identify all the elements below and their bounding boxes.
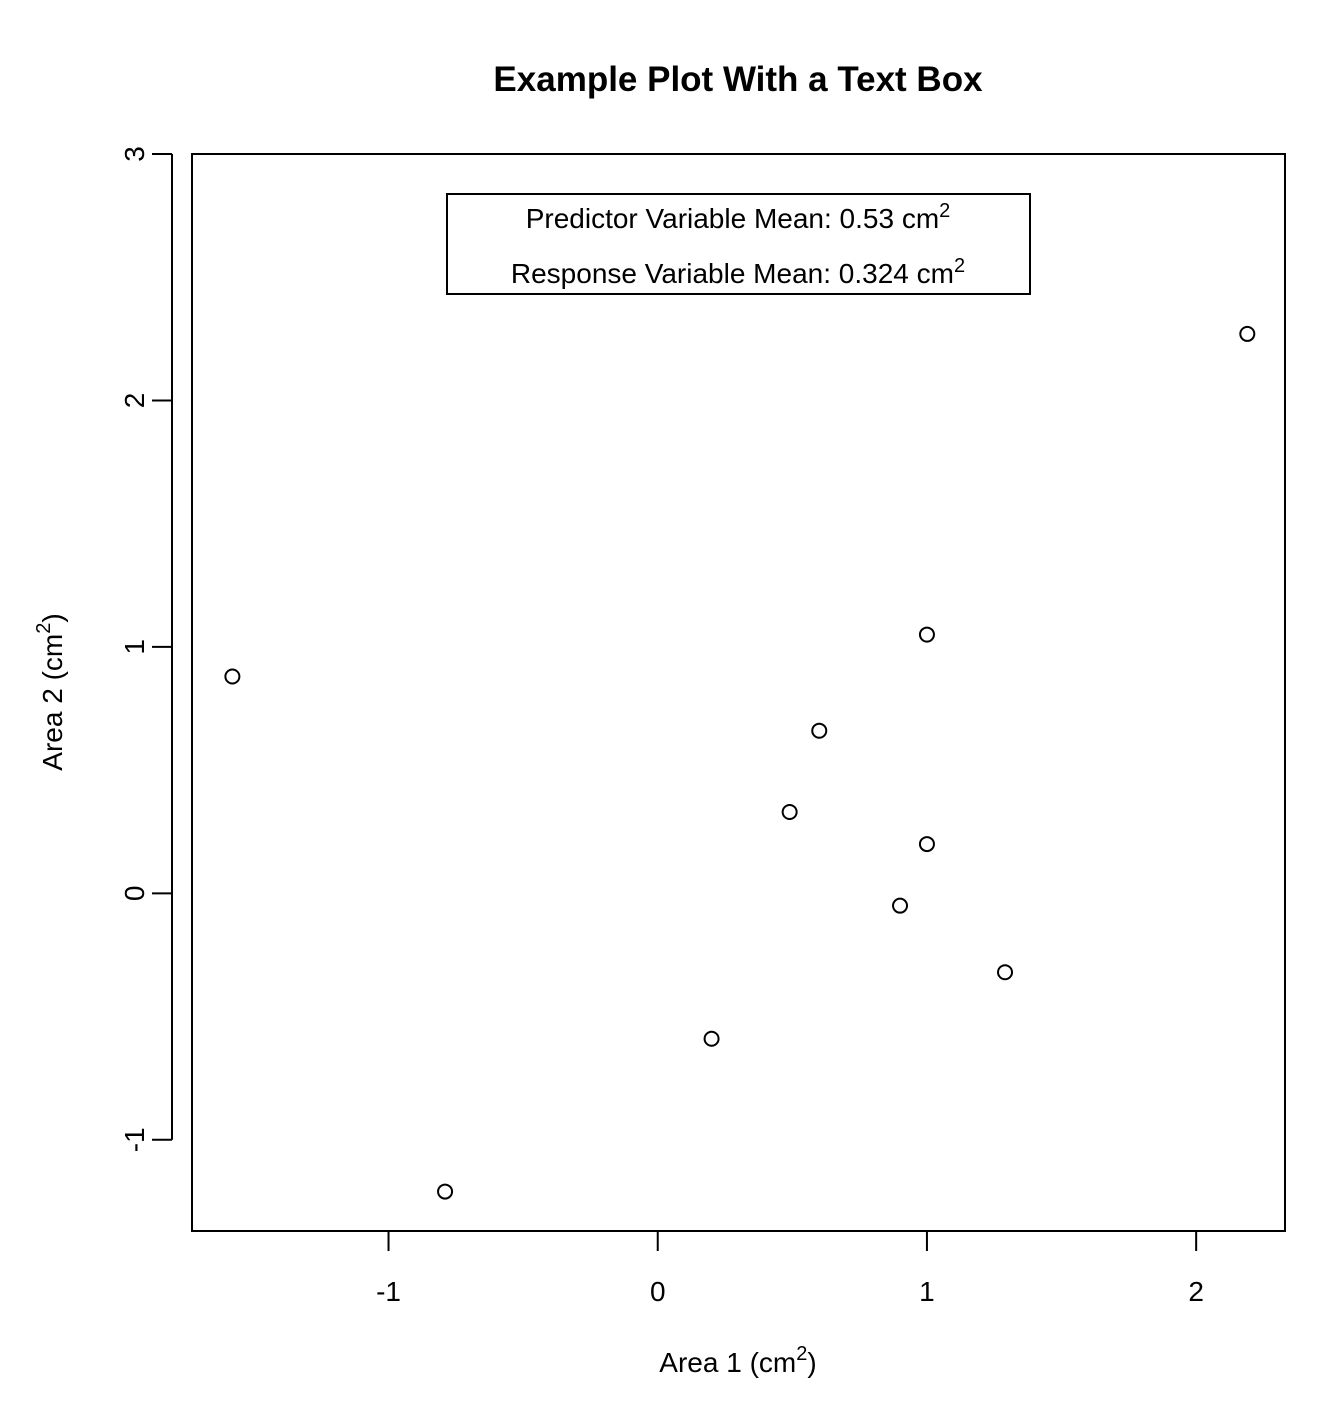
y-tick-label: 2 [119, 393, 150, 409]
scatter-point [997, 964, 1014, 981]
x-axis-label: Area 1 (cm2) [659, 1343, 816, 1378]
y-tick-label: 3 [119, 146, 150, 162]
y-axis: -1 0 1 2 3 [119, 146, 173, 1152]
scatter-point [918, 836, 935, 853]
scatter-point [437, 1183, 454, 1200]
y-axis-label-text: Area 2 (cm [37, 634, 68, 771]
annotation-line-response-superscript: 2 [954, 255, 965, 277]
chart-title: Example Plot With a Text Box [493, 60, 983, 99]
y-tick-label: -1 [119, 1127, 150, 1152]
annotation-line-response: Response Variable Mean: 0.324 cm2 [511, 255, 965, 289]
x-axis-label-superscript: 2 [796, 1343, 807, 1365]
x-axis-label-close: ) [807, 1347, 816, 1378]
y-axis-label-close: ) [37, 613, 68, 622]
scatter-point [892, 897, 909, 914]
scatter-point [918, 626, 935, 643]
x-axis: -1 0 1 2 [376, 1230, 1204, 1307]
scatter-point [224, 668, 241, 685]
y-axis-label: Area 2 (cm2) [33, 613, 68, 770]
x-tick-label: 2 [1188, 1276, 1204, 1307]
scatter-point [781, 804, 798, 821]
scatter-point [811, 722, 828, 739]
data-points [224, 325, 1256, 1200]
annotation-line-predictor-text: Predictor Variable Mean: 0.53 cm [526, 203, 939, 234]
plot-frame [191, 153, 1286, 1232]
y-axis-label-superscript: 2 [33, 623, 55, 634]
annotation-text-box: Predictor Variable Mean: 0.53 cm2 Respon… [446, 193, 1031, 295]
annotation-line-predictor: Predictor Variable Mean: 0.53 cm2 [526, 200, 951, 234]
y-tick-label: 0 [119, 886, 150, 902]
annotation-line-response-text: Response Variable Mean: 0.324 cm [511, 258, 954, 289]
x-tick-label: 1 [919, 1276, 935, 1307]
annotation-line-predictor-superscript: 2 [939, 200, 950, 222]
scatter-point [1239, 325, 1256, 342]
x-tick-label: -1 [376, 1276, 401, 1307]
y-tick-label: 1 [119, 639, 150, 655]
scatter-point [703, 1030, 720, 1047]
annotation-box-frame [446, 193, 1031, 295]
x-tick-label: 0 [650, 1276, 666, 1307]
x-axis-label-text: Area 1 (cm [659, 1347, 796, 1378]
